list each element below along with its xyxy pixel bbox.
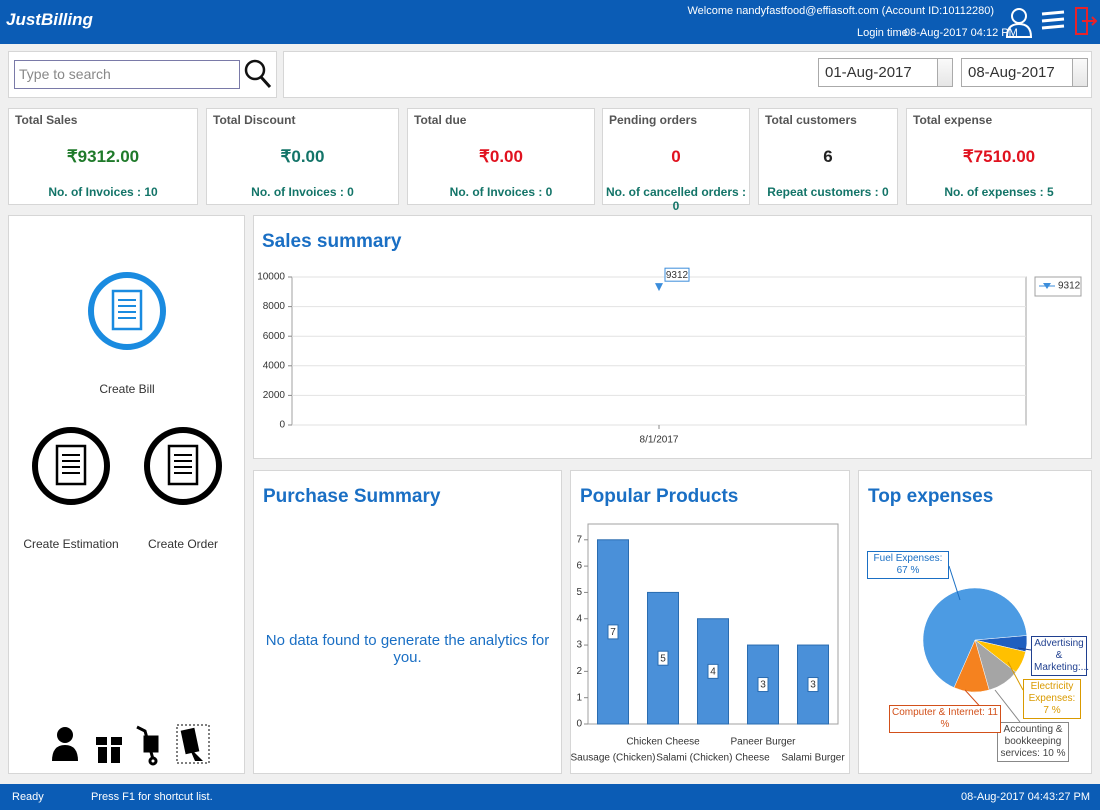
search-input[interactable]: Type to search: [14, 60, 240, 89]
card-title: Total Discount: [213, 113, 296, 127]
empty-message: No data found to generate the analytics …: [265, 632, 550, 666]
action-label[interactable]: Create Estimation: [23, 537, 119, 551]
card-value: 0: [671, 147, 681, 166]
payment-icon[interactable]: [176, 724, 210, 764]
card-footer: No. of expenses : 5: [944, 185, 1054, 199]
panel-title: Purchase Summary: [263, 486, 441, 507]
card-value: ₹0.00: [479, 147, 523, 166]
card-value: ₹7510.00: [962, 147, 1036, 166]
logo[interactable]: JustBilling: [6, 10, 93, 29]
actions-panel: Create Bill Create Estimation Create Ord…: [8, 215, 245, 774]
card-value: 6: [823, 147, 833, 166]
panel-title: Top expenses: [868, 486, 994, 507]
date-to[interactable]: 08-Aug-2017: [961, 58, 1088, 87]
summary-card[interactable]: Total due ₹0.00 No. of Invoices : 0: [407, 108, 595, 205]
logout-icon[interactable]: [1075, 7, 1098, 35]
create-order-icon[interactable]: [143, 426, 223, 506]
card-title: Total Sales: [15, 113, 78, 127]
pie-label: Accounting & bookkeeping services: 10 %: [997, 722, 1069, 762]
card-value: ₹9312.00: [66, 147, 140, 166]
action-label[interactable]: Create Order: [147, 537, 219, 551]
pie-label: Advertising & Marketing:...: [1031, 636, 1089, 676]
card-footer: No. of Invoices : 0: [449, 185, 553, 199]
card-value: ₹0.00: [280, 147, 325, 166]
summary-card[interactable]: Total customers 6 Repeat customers : 0: [758, 108, 898, 205]
sales-summary-panel: Sales summary: [253, 215, 1092, 459]
status-hint: Press F1 for shortcut list.: [91, 791, 213, 803]
summary-card[interactable]: Pending orders 0 No. of cancelled orders :…: [602, 108, 750, 213]
card-title: Total due: [414, 113, 467, 127]
card-title: Pending orders: [609, 113, 698, 127]
summary-card[interactable]: Total expense ₹7510.00 No. of expenses : 5: [906, 108, 1092, 205]
customer-icon[interactable]: [52, 727, 78, 761]
card-footer: No. of Invoices : 10: [48, 185, 158, 199]
card-footer: No. of Invoices : 0: [251, 185, 354, 199]
card-footer: No. of cancelled orders : 0: [605, 185, 747, 213]
create-bill-icon[interactable]: [87, 271, 167, 351]
pie-label: Computer & Internet: 11 %: [889, 705, 1001, 733]
welcome-text: Welcome nandyfastfood@effiasoft.com (Acc…: [687, 5, 994, 17]
login-label: Login time: [857, 27, 908, 39]
summary-card[interactable]: Total Sales ₹9312.00 No. of Invoices : 10: [8, 108, 198, 205]
shortcut-icons: [52, 724, 210, 766]
user-icon[interactable]: [1005, 8, 1033, 38]
status-text: Ready: [12, 791, 44, 803]
status-datetime: 08-Aug-2017 04:43:27 PM: [960, 791, 1090, 803]
search-panel: Type to search: [8, 51, 277, 98]
card-title: Total expense: [913, 113, 993, 127]
purchase-summary-panel: Purchase Summary No data found to genera…: [253, 470, 562, 774]
login-time: 08-Aug-2017 04:12 PM: [904, 27, 1018, 39]
action-label[interactable]: Create Bill: [99, 382, 155, 396]
delivery-icon[interactable]: [136, 725, 159, 766]
header-bar: JustBilling Welcome nandyfastfood@effias…: [0, 0, 1100, 44]
card-title: Total customers: [765, 113, 857, 127]
popular-products-panel: Popular Products: [570, 470, 850, 774]
date-panel: 01-Aug-2017 08-Aug-2017: [283, 51, 1092, 98]
status-bar: Ready Press F1 for shortcut list. 08-Aug…: [0, 784, 1100, 810]
header-icons: [1005, 7, 1098, 38]
search-icon[interactable]: [243, 58, 273, 90]
panel-title: Sales summary: [262, 231, 402, 252]
pie-label: Electricity Expenses: 7 %: [1023, 679, 1081, 719]
summary-card[interactable]: Total Discount ₹0.00 No. of Invoices : 0: [206, 108, 399, 205]
create-estimation-icon[interactable]: [31, 426, 111, 506]
pie-label: Fuel Expenses: 67 %: [867, 551, 949, 579]
date-from[interactable]: 01-Aug-2017: [818, 58, 953, 87]
gift-icon[interactable]: [96, 735, 122, 763]
menu-icon[interactable]: [1041, 10, 1065, 30]
card-footer: Repeat customers : 0: [767, 185, 889, 199]
panel-title: Popular Products: [580, 486, 739, 507]
